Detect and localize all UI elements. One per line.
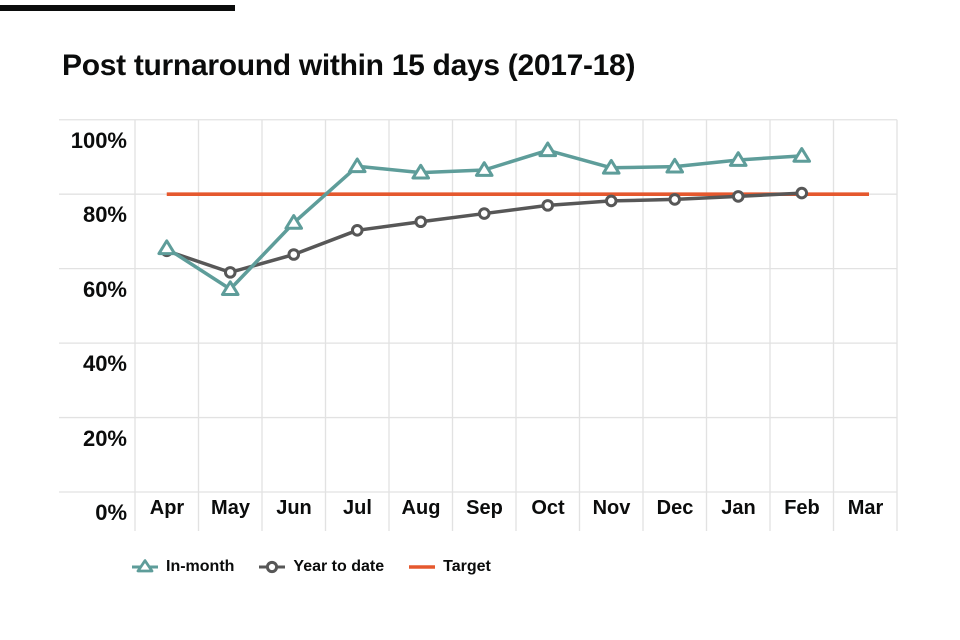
y-axis-tick-label: 20%: [82, 426, 127, 451]
legend-item-in-month: In-month: [131, 558, 234, 576]
target-marker-icon: [409, 565, 436, 569]
year-to-date-marker-icon: [259, 560, 286, 574]
legend-item-target: Target: [408, 558, 491, 576]
x-axis-month-label: Jun: [276, 497, 312, 519]
legend-label-target: Target: [443, 558, 491, 575]
x-axis-month-label: Feb: [784, 497, 820, 519]
x-axis-month-label: Dec: [656, 497, 694, 519]
y-axis-tick-label: 80%: [82, 202, 127, 227]
x-axis-month-label: May: [211, 497, 250, 519]
in-month-marker-icon: [132, 559, 158, 573]
chart-legend: In-month Year to date Target: [131, 558, 491, 576]
in-month-series: [157, 141, 812, 297]
x-axis-month-label: Apr: [149, 497, 185, 519]
x-axis-month-label: Sep: [466, 497, 503, 519]
x-axis-month-label: Nov: [592, 497, 631, 519]
legend-label-in-month: In-month: [166, 558, 235, 575]
x-axis-month-label: Jan: [721, 497, 756, 519]
legend-label-year-to-date: Year to date: [293, 558, 385, 575]
x-axis-month-label: Oct: [531, 497, 565, 519]
chart-title: Post turnaround within 15 days (2017-18): [62, 49, 636, 82]
gridlines: [59, 119, 898, 531]
y-axis-tick-label: 0%: [95, 500, 127, 525]
year-to-date-series: [160, 186, 809, 279]
top-black-bar: [0, 5, 235, 11]
legend-item-year-to-date: Year to date: [258, 558, 384, 576]
y-axis-tick-label: 100%: [70, 128, 127, 153]
y-axis-tick-label: 60%: [82, 277, 127, 302]
x-axis-month-label: Mar: [847, 497, 884, 519]
x-axis-month-label: Aug: [401, 497, 441, 519]
x-axis-month-label: Jul: [343, 497, 372, 519]
y-axis-tick-label: 40%: [82, 351, 127, 376]
